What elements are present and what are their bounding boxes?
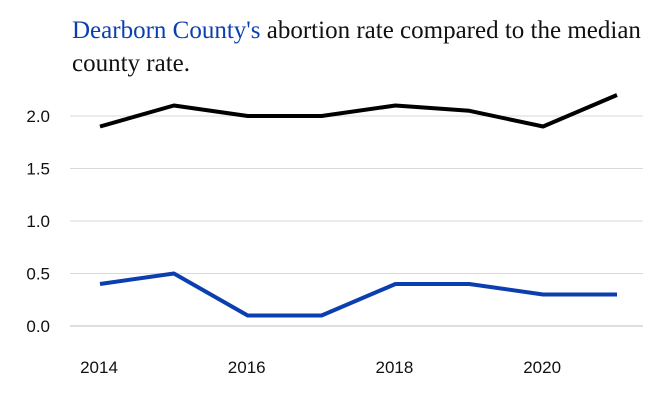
series-line-blue xyxy=(99,271,617,318)
series-lines xyxy=(99,93,618,318)
x-tick-label: 2016 xyxy=(228,358,266,377)
chart-title: Dearborn County's abortion rate compared… xyxy=(72,14,662,80)
x-tick-label: 2020 xyxy=(523,358,561,377)
y-tick-label: 2.0 xyxy=(26,107,50,126)
y-tick-label: 1.0 xyxy=(26,212,50,231)
y-tick-label: 0.5 xyxy=(26,265,50,284)
x-tick-label: 2018 xyxy=(376,358,414,377)
y-axis-labels: 0.0 0.5 1.0 1.5 2.0 xyxy=(26,107,50,336)
y-tick-label: 1.5 xyxy=(26,160,50,179)
title-rest: abortion rate compared to the median cou… xyxy=(72,17,641,77)
county-name: Dearborn County's xyxy=(72,17,261,44)
x-axis-labels: 2014 2016 2018 2020 xyxy=(80,358,561,377)
series-line-black xyxy=(99,93,618,129)
y-tick-label: 0.0 xyxy=(26,317,50,336)
x-tick-label: 2014 xyxy=(80,358,118,377)
